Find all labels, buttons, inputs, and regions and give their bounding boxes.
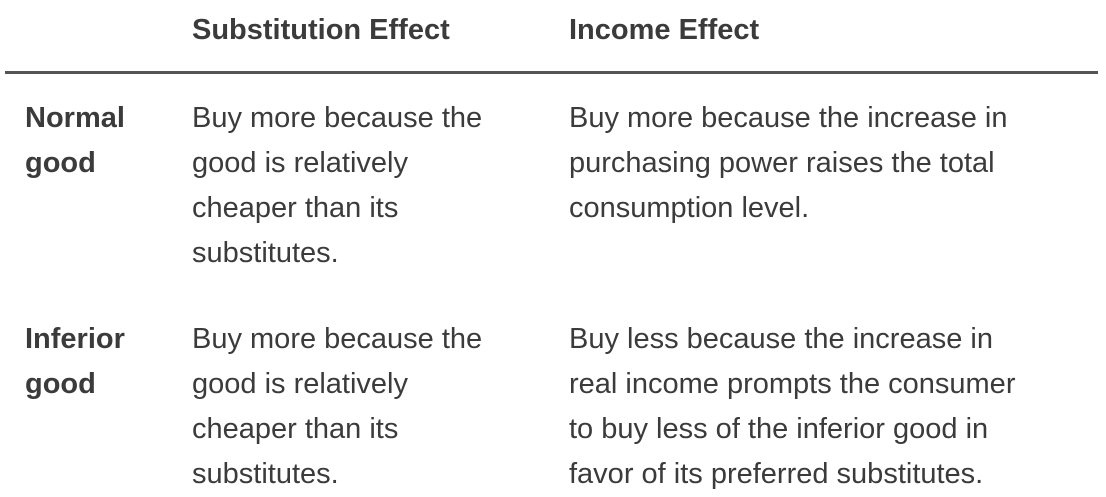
cell-normal-substitution: Buy more because the good is relatively … [192,96,537,276]
cell-line: Buy more because the increase in [569,102,1008,134]
row-label-inferior-good: Inferior good [25,317,170,407]
cell-line: Buy less because the increase in [569,323,993,355]
row-label-line: Inferior [25,323,125,355]
cell-line: substitutes. [192,237,339,269]
cell-line: good is relatively [192,368,408,400]
cell-line: cheaper than its [192,192,399,224]
cell-inferior-income: Buy less because the increase in real in… [569,317,1069,497]
cell-line: Buy more because the [192,323,483,355]
header-divider [5,71,1098,74]
cell-line: good is relatively [192,147,408,179]
row-label-line: good [25,147,96,179]
row-label-normal-good: Normal good [25,96,170,186]
cell-line: favor of its preferred substitutes. [569,458,984,490]
cell-line: to buy less of the inferior good in [569,413,989,445]
cell-line: purchasing power raises the total [569,147,995,179]
cell-line: substitutes. [192,458,339,490]
cell-line: Buy more because the [192,102,483,134]
header-income-effect: Income Effect [569,14,760,46]
cell-line: cheaper than its [192,413,399,445]
cell-line: consumption level. [569,192,810,224]
cell-inferior-substitution: Buy more because the good is relatively … [192,317,537,497]
row-label-line: Normal [25,102,125,134]
cell-line: real income prompts the consumer [569,368,1016,400]
row-label-line: good [25,368,96,400]
header-substitution-effect: Substitution Effect [192,14,450,46]
cell-normal-income: Buy more because the increase in purchas… [569,96,1069,231]
